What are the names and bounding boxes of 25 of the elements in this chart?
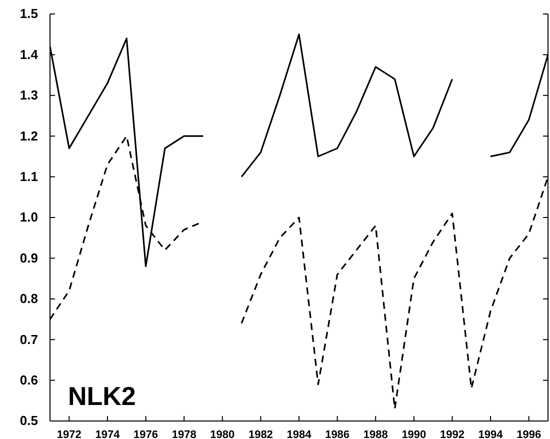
y-tick-label: 1.1 xyxy=(20,168,38,184)
x-tick-label: 1992 xyxy=(440,428,464,439)
x-tick-label: 1972 xyxy=(56,428,82,439)
y-tick-label: 0.8 xyxy=(20,291,38,306)
x-tick-label: 1980 xyxy=(210,428,235,439)
y-tick-label: 1.2 xyxy=(20,128,38,144)
x-tick-label: 1974 xyxy=(95,428,121,439)
y-tick-label: 0.9 xyxy=(20,250,38,266)
y-tick-label: 0.5 xyxy=(20,413,38,428)
x-tick-label: 1988 xyxy=(363,428,388,439)
y-tick-label: 0.7 xyxy=(20,332,38,347)
x-tick-label: 1996 xyxy=(516,428,542,439)
y-tick-label: 0.6 xyxy=(20,372,38,388)
annotation: NLK2 xyxy=(68,381,136,411)
y-tick-label: 1.4 xyxy=(20,46,39,62)
y-tick-label: 1.0 xyxy=(20,210,38,225)
x-tick-label: 1978 xyxy=(172,428,196,439)
x-tick-label: 1976 xyxy=(134,428,158,439)
x-tick-label: 1982 xyxy=(248,428,273,439)
y-tick-label: 1.5 xyxy=(20,6,38,22)
x-tick-label: 1994 xyxy=(478,428,504,439)
x-tick-label: 1984 xyxy=(286,428,312,439)
y-tick-label: 1.3 xyxy=(20,88,38,103)
x-tick-label: 1986 xyxy=(325,428,350,439)
x-tick-label: 1990 xyxy=(402,428,426,439)
